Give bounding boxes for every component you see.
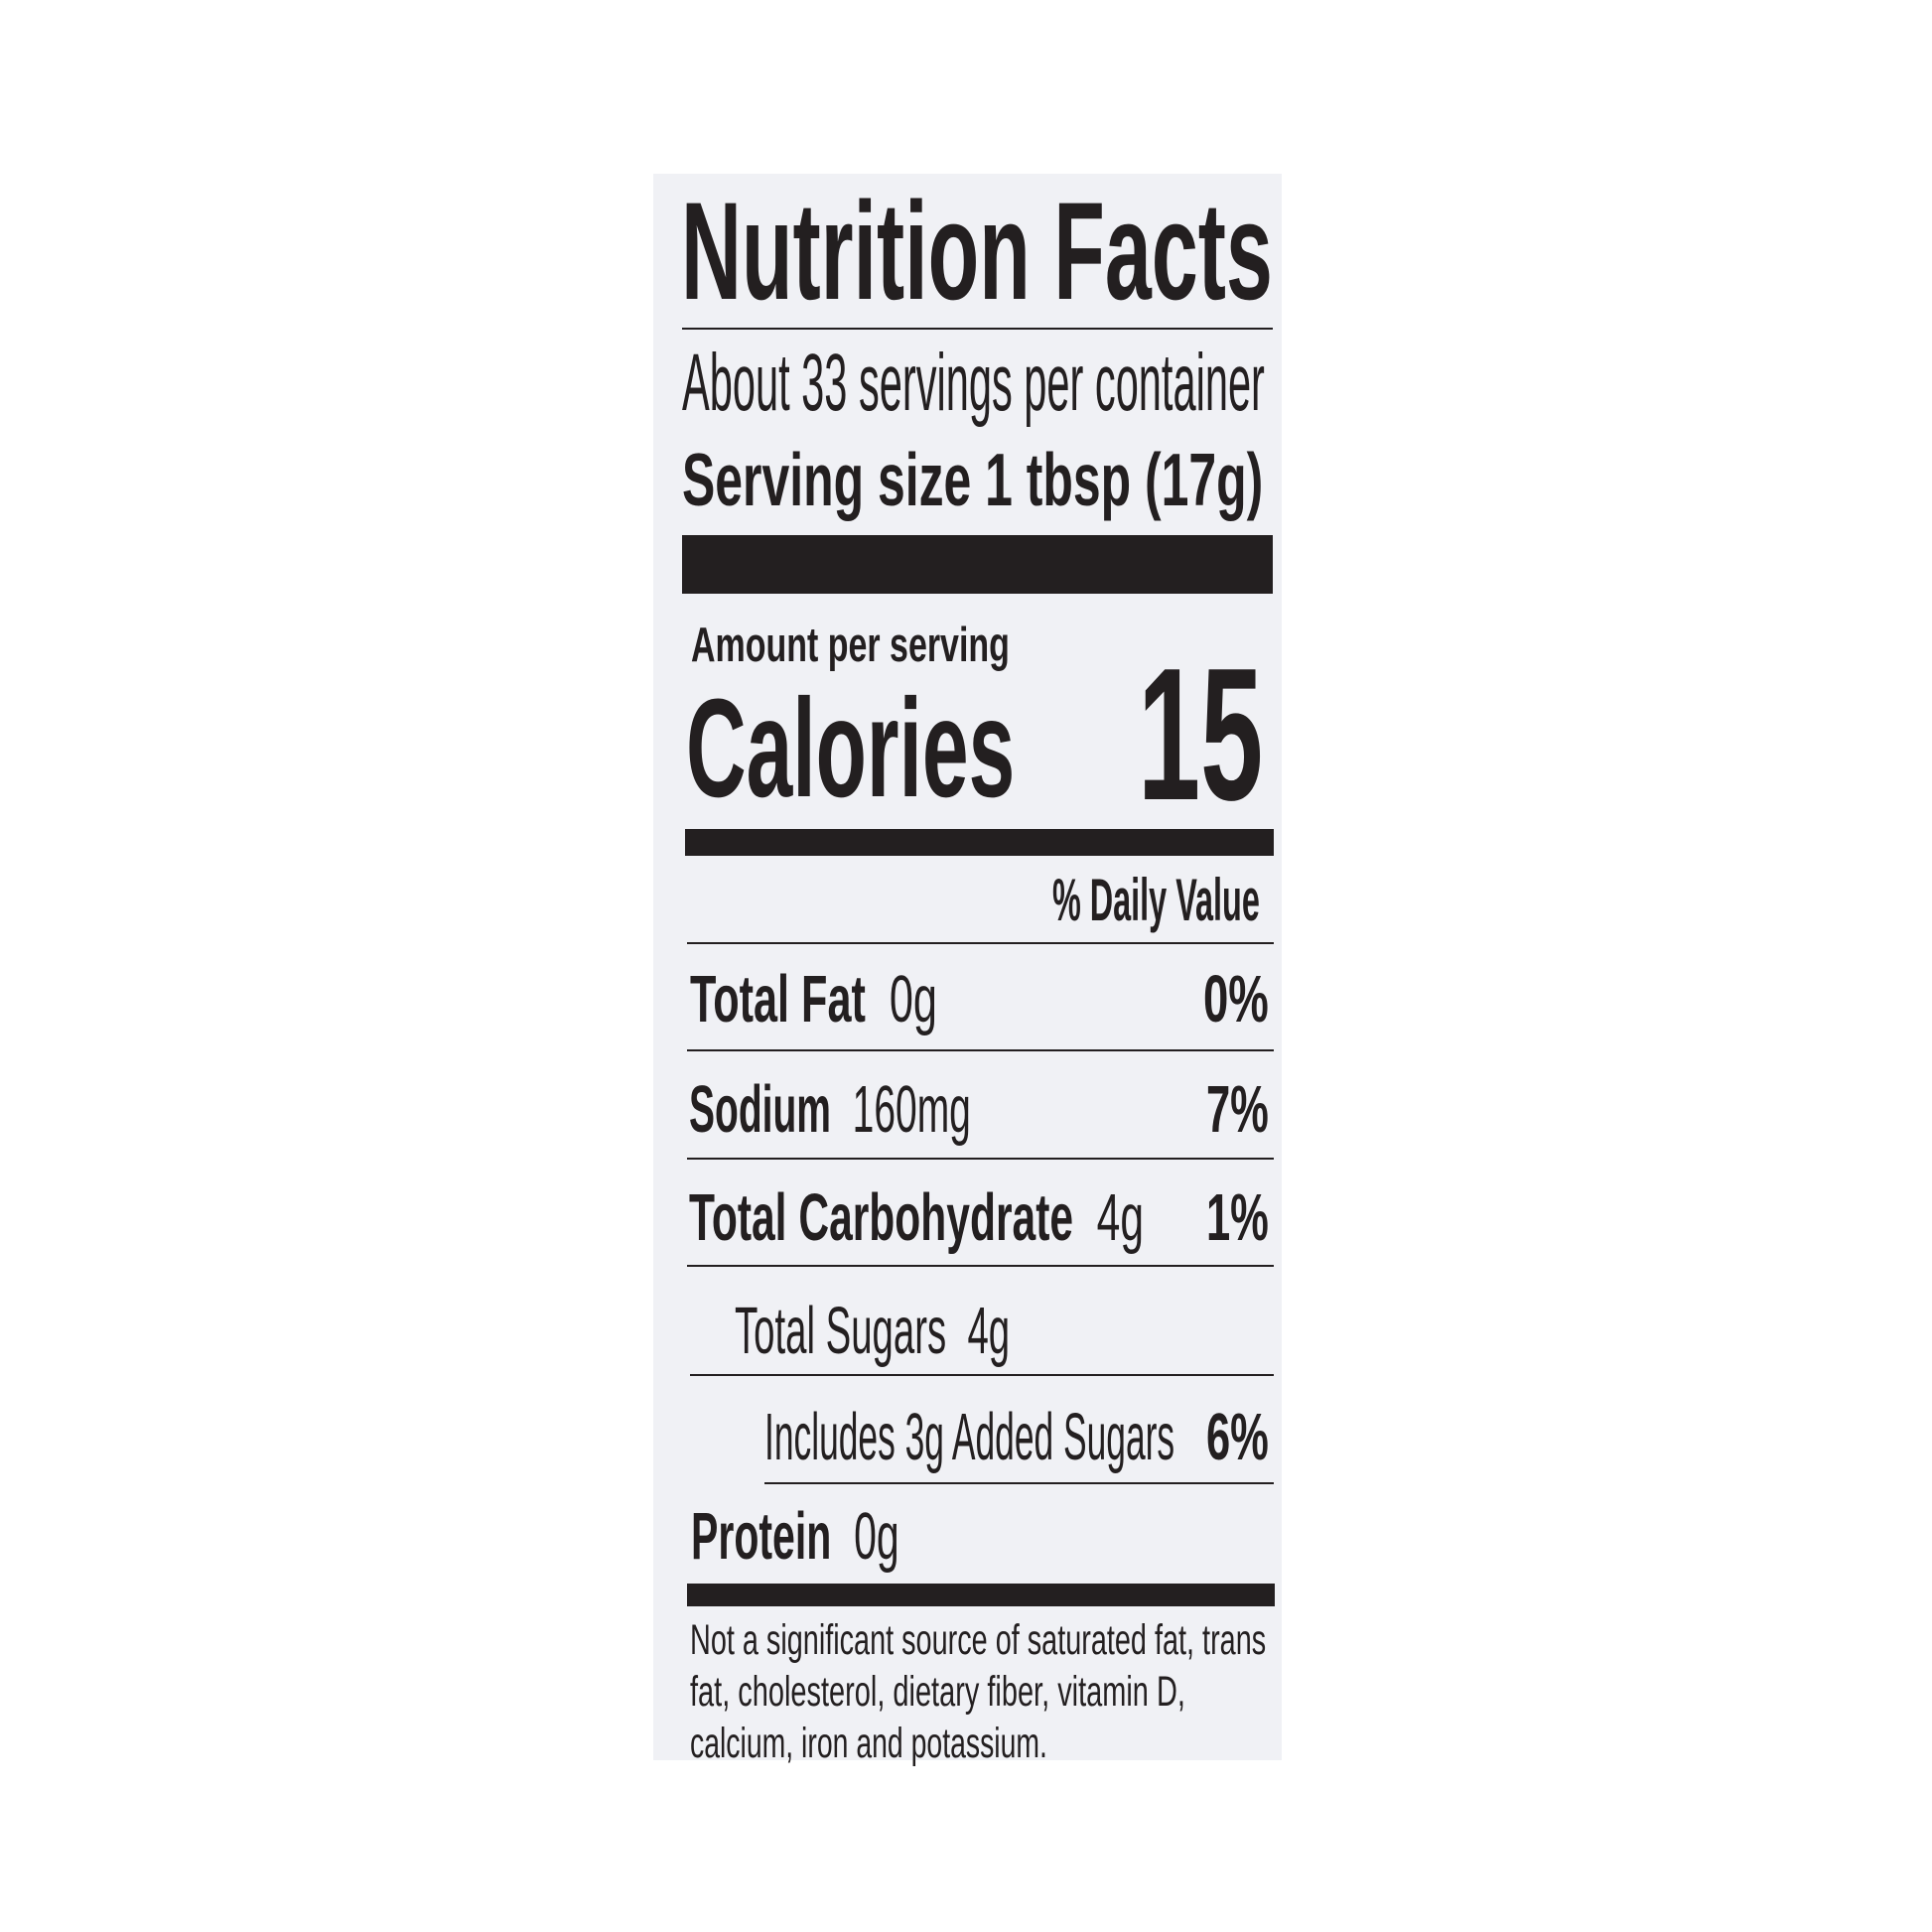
nutrient-amount: 0g (889, 962, 937, 1036)
nutrient-dv: 0% (1202, 962, 1269, 1036)
nutrient-name: Protein (691, 1499, 832, 1574)
nutrient-row-total-carbohydrate: Total Carbohydrate 4g (689, 1184, 1144, 1251)
divider-thin (687, 1265, 1274, 1267)
nutrient-name: Sodium (689, 1072, 831, 1147)
footnote-line: fat, cholesterol, dietary fiber, vitamin… (690, 1668, 1185, 1716)
footnote-line: calcium, iron and potassium. (690, 1720, 1047, 1767)
calories-value: 15 (1138, 629, 1264, 840)
serving-size-value: 1 tbsp (17g) (985, 438, 1264, 521)
nutrient-dv: 1% (1205, 1180, 1269, 1255)
nutrient-dv: 6% (1205, 1400, 1269, 1474)
divider-thick (682, 535, 1273, 594)
nutrient-row-sodium: Sodium 160mg (689, 1076, 971, 1143)
nutrient-name: Total Carbohydrate (689, 1180, 1074, 1255)
divider-thin (687, 1158, 1274, 1160)
nutrient-amount: 4g (967, 1294, 1011, 1368)
amount-per-serving: Amount per serving (691, 619, 1010, 672)
nutrient-row-protein: Protein 0g (691, 1503, 899, 1570)
nutrient-row-total-sugars: Total Sugars 4g (735, 1298, 1010, 1364)
divider-thin (682, 328, 1273, 330)
daily-value-header: % Daily Value (1051, 867, 1260, 933)
nutrient-dv: 7% (1205, 1072, 1269, 1147)
nutrient-amount: 0g (854, 1499, 899, 1574)
nutrient-amount: 4g (1096, 1180, 1145, 1255)
divider-thin (687, 1049, 1274, 1051)
nutrient-name: Total Sugars (735, 1294, 947, 1368)
footnote-line: Not a significant source of saturated fa… (690, 1616, 1267, 1664)
calories-label: Calories (686, 669, 1016, 826)
divider-thin (764, 1482, 1274, 1484)
serving-size-label: Serving size (682, 438, 972, 521)
nutrient-row-total-fat: Total Fat 0g (690, 966, 937, 1033)
serving-size: Serving size 1 tbsp (17g) (682, 443, 1263, 517)
divider-thin (687, 942, 1274, 944)
nutrition-facts-panel (653, 174, 1282, 1760)
divider-medium (687, 1584, 1275, 1606)
servings-per-container: About 33 servings per container (682, 338, 1265, 428)
nutrient-amount: 160mg (852, 1072, 971, 1147)
nutrient-row-added-sugars: Includes 3g Added Sugars (764, 1400, 1175, 1474)
nutrient-name: Total Fat (690, 962, 866, 1036)
divider-thin (690, 1374, 1274, 1376)
divider-medium (685, 829, 1274, 856)
nutrition-facts-title: Nutrition Facts (681, 173, 1273, 329)
